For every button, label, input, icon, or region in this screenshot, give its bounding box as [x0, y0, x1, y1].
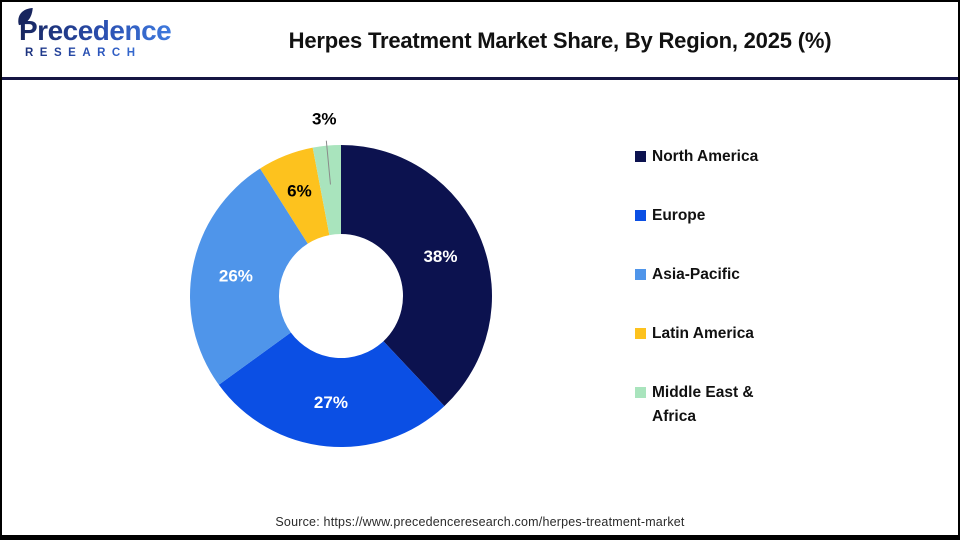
leader-line-middle-east-africa — [325, 140, 331, 185]
logo-wordmark-row: Precedence — [18, 8, 172, 47]
legend-swatch-north-america — [635, 151, 646, 162]
legend-swatch-latin-america — [635, 328, 646, 339]
legend-swatch-middle-east-africa — [635, 387, 646, 398]
donut-chart: 38% 27% 26% 6% 3% — [190, 109, 492, 448]
legend-swatch-asia-pacific — [635, 269, 646, 280]
legend-item-middle-east-africa: Middle East & Africa — [635, 381, 770, 429]
logo-wordmark: Precedence — [19, 15, 172, 46]
slice-label-north-america: 38% — [423, 247, 457, 266]
legend-swatch-europe — [635, 210, 646, 221]
legend-label: Asia-Pacific — [652, 266, 740, 283]
legend-label: Middle East & Africa — [652, 384, 754, 425]
header: Precedence RESEARCH Herpes Treatment Mar… — [2, 2, 958, 80]
legend: North America Europe Asia-Pacific Latin Ame… — [635, 145, 770, 429]
legend-label: North America — [652, 148, 759, 165]
legend-item-latin-america: Latin America — [635, 322, 770, 346]
precedence-research-logo: Precedence RESEARCH — [18, 8, 172, 59]
slice-asia-pacific — [190, 168, 308, 385]
legend-item-europe: Europe — [635, 204, 770, 228]
slice-middle-east-africa — [312, 145, 341, 236]
slice-north-america — [341, 145, 492, 407]
slice-europe — [218, 332, 445, 448]
legend-label: Latin America — [652, 325, 754, 342]
leaf-icon — [18, 8, 33, 26]
legend-label: Europe — [652, 207, 706, 224]
slice-latin-america — [260, 147, 330, 244]
footer: Source: https://www.precedenceresearch.c… — [2, 515, 958, 529]
legend-item-asia-pacific: Asia-Pacific — [635, 263, 770, 287]
logo-subtitle: RESEARCH — [18, 47, 168, 59]
legend-item-north-america: North America — [635, 145, 770, 169]
chart-title: Herpes Treatment Market Share, By Region… — [288, 28, 832, 53]
slice-label-middle-east-africa: 3% — [312, 109, 337, 128]
chart-area: 38% 27% 26% 6% 3% North America Europe Asia-Pa… — [2, 80, 958, 532]
slice-label-europe: 27% — [314, 393, 348, 412]
source-text: Source: https://www.precedenceresearch.c… — [275, 515, 685, 529]
slice-label-asia-pacific: 26% — [219, 266, 253, 285]
slice-label-latin-america: 6% — [287, 181, 312, 200]
